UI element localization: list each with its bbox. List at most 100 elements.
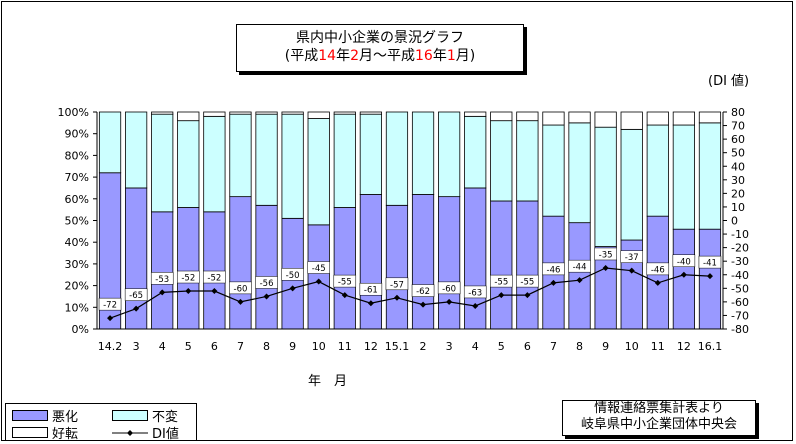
legend-label-koten: 好転 [52, 427, 79, 442]
legend-swatch-akka [12, 410, 48, 421]
y-right-tick-label: 10 [731, 201, 745, 214]
di-data-label-box [333, 274, 357, 288]
bar-segment-koten [542, 111, 565, 126]
y-right-tick-label: 0 [731, 215, 738, 228]
bar-segment-koten [490, 111, 513, 122]
bar-segment-fuhen [151, 113, 174, 213]
x-tick-label: 5 [498, 340, 505, 353]
bar-segment-koten [620, 111, 643, 130]
bar-segment-fuhen [620, 128, 643, 241]
bar-segment-fuhen [672, 124, 695, 230]
legend-swatch-fuhen [112, 410, 148, 421]
y-left-tick-label: 80% [65, 149, 89, 162]
y-right-tick-label: 40 [731, 160, 745, 173]
bar-segment-koten [151, 111, 174, 115]
di-data-label-box [255, 276, 278, 289]
y-right-tick-label: -70 [731, 309, 749, 322]
di-data-label-box [229, 281, 252, 295]
bar-segment-koten [203, 111, 226, 117]
di-point [289, 285, 296, 292]
bar-segment-akka [333, 207, 356, 330]
di-point [393, 294, 400, 301]
x-tick-label: 2 [420, 340, 427, 353]
bar-segment-koten [672, 111, 695, 126]
bar-segment-koten [333, 111, 356, 115]
y-left-tick-label: 50% [65, 215, 89, 228]
di-point [237, 298, 244, 305]
di-line [109, 267, 710, 319]
di-point [524, 292, 531, 299]
di-data-label-box [490, 274, 513, 288]
legend-swatch-di [112, 429, 148, 436]
bar-segment-akka [490, 200, 513, 330]
di-data-label-box [281, 268, 304, 281]
y-right-tick-label: 20 [731, 187, 745, 200]
y-right-tick-label: 50 [731, 147, 745, 160]
di-data-label-box [516, 274, 539, 288]
di-data-label: -52 [207, 274, 221, 284]
bar-segment-koten [307, 111, 330, 119]
x-tick-label: 8 [576, 340, 583, 353]
bar-segment-fuhen [411, 111, 435, 195]
di-data-label-box [177, 270, 200, 284]
x-tick-label: 8 [263, 340, 270, 353]
bar-segment-koten [281, 111, 304, 115]
y-right-tick-label: -60 [731, 296, 749, 309]
di-data-label: -44 [573, 263, 587, 273]
di-data-label: -57 [390, 280, 404, 290]
x-tick-label: 7 [550, 340, 557, 353]
bar-segment-fuhen [568, 122, 591, 224]
y-left-tick-label: 0% [72, 323, 89, 336]
di-data-label: -55 [494, 278, 508, 288]
bar-segment-fuhen [177, 120, 200, 208]
bar-segment-fuhen [594, 126, 617, 247]
bar-segment-akka [516, 200, 539, 330]
y-right-tick-label: -80 [731, 323, 749, 336]
di-data-label: -37 [625, 253, 639, 263]
bar-segment-akka [359, 194, 382, 330]
bar-segment-koten [568, 111, 591, 124]
di-point [550, 279, 557, 286]
bar-segment-fuhen [98, 111, 122, 174]
di-point [602, 264, 609, 271]
x-tick-label: 10 [625, 340, 639, 353]
bar-segment-fuhen [542, 124, 565, 217]
chart-legend: 悪化 不変 好転 DI値 [5, 403, 197, 442]
di-point [107, 315, 114, 322]
chart-subtitle: (平成14年2月〜平成16年1月) [237, 47, 523, 65]
di-point [654, 279, 661, 286]
source-note-box: 情報連絡票集計表より 岐阜県中小企業団体中央会 [562, 400, 756, 436]
subtitle-part: (平成 [284, 48, 319, 64]
di-point [628, 267, 635, 274]
y-right-tick-label: 80 [731, 106, 745, 119]
bar-segment-fuhen [307, 118, 330, 226]
bar-segment-akka [151, 211, 174, 330]
di-data-label-box [568, 259, 591, 273]
subtitle-part: 16 [415, 48, 433, 64]
y-left-tick-label: 20% [65, 280, 89, 293]
di-point [498, 292, 505, 299]
di-point [263, 293, 270, 300]
bar-segment-fuhen [281, 113, 304, 219]
legend-swatch-koten [12, 427, 48, 438]
di-data-label-box [150, 272, 174, 285]
x-tick-label: 11 [651, 340, 665, 353]
x-tick-label: 6 [524, 340, 531, 353]
x-tick-label: 11 [338, 340, 352, 353]
di-data-label: -56 [260, 279, 274, 289]
bar-segment-koten [229, 111, 252, 115]
x-tick-label: 4 [472, 340, 479, 353]
di-point [576, 277, 583, 284]
bar-segment-akka [438, 196, 461, 330]
y-left-tick-label: 60% [65, 193, 89, 206]
di-data-label: -72 [103, 301, 117, 311]
bar-segment-fuhen [333, 113, 356, 208]
di-data-label: -60 [234, 284, 248, 294]
y-right-tick-label: 70 [731, 120, 745, 133]
di-point [680, 271, 687, 278]
bar-segment-fuhen [385, 111, 409, 206]
di-data-label: -53 [155, 275, 169, 285]
y-left-tick-label: 40% [65, 236, 89, 249]
x-tick-label: 12 [364, 340, 378, 353]
